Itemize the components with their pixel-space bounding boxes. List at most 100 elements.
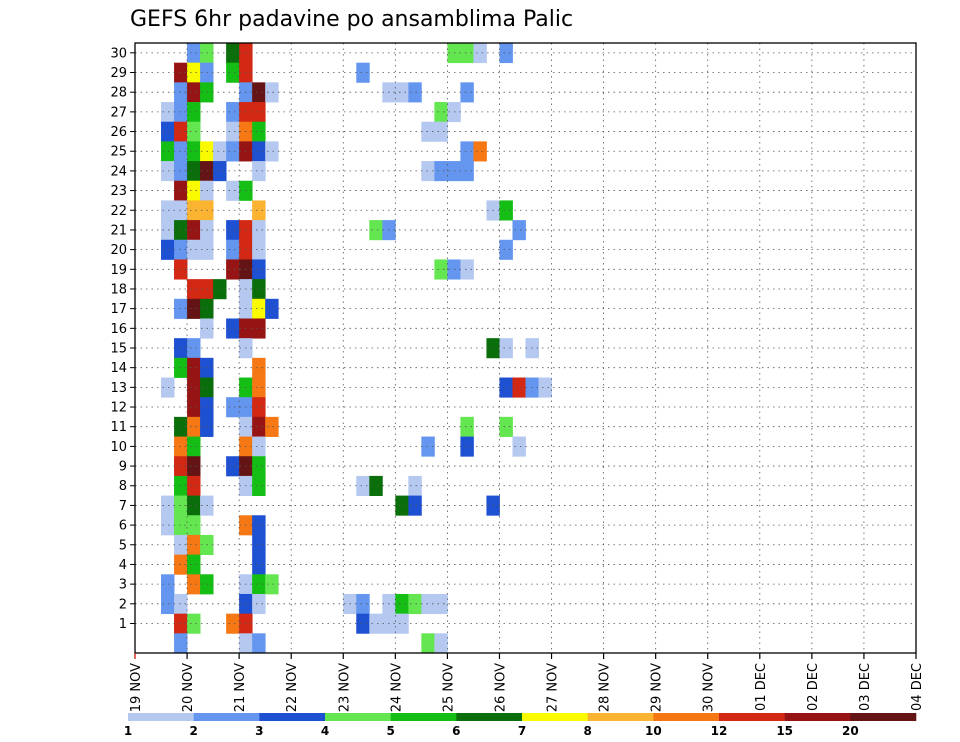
y-tick-label: 3	[119, 578, 127, 593]
heatmap-cell	[512, 377, 526, 398]
x-tick-label: 27 NOV	[546, 663, 561, 712]
heatmap-cell	[187, 495, 201, 516]
x-tick-label: 23 NOV	[337, 663, 352, 712]
heatmap-cell	[187, 397, 201, 418]
heatmap-cell	[161, 593, 175, 615]
heatmap-cell	[252, 259, 266, 280]
colorbar-swatch	[128, 713, 194, 721]
heatmap-cell	[265, 298, 279, 319]
y-tick-label: 12	[110, 401, 127, 416]
heatmap-cell	[252, 357, 266, 378]
heatmap-cell	[226, 456, 240, 477]
heatmap-cell	[369, 475, 383, 496]
heatmap-cell	[499, 43, 513, 64]
heatmap-cell	[252, 554, 266, 575]
heatmap-cell	[473, 141, 487, 162]
x-tick-label: 01 DEC	[754, 663, 769, 711]
heatmap-cell	[252, 593, 266, 615]
grid-layer	[135, 43, 916, 653]
y-tick-label: 25	[110, 145, 127, 160]
heatmap-cell	[252, 298, 266, 319]
heatmap-cell	[174, 239, 188, 260]
heatmap-cell	[408, 593, 422, 615]
colorbar-label: 8	[583, 724, 591, 738]
y-tick-label: 30	[110, 46, 127, 61]
y-tick-label: 6	[119, 519, 127, 534]
heatmap-cell	[213, 279, 227, 300]
y-axis: 1234567891011121314151617181920212223242…	[110, 46, 135, 632]
heatmap-cell	[421, 633, 435, 654]
y-tick-label: 21	[110, 223, 127, 238]
heatmap-cell	[408, 475, 422, 496]
colorbar-label: 20	[842, 724, 859, 738]
y-tick-label: 15	[110, 342, 127, 357]
heatmap-cell	[226, 102, 240, 123]
heatmap-cell	[226, 220, 240, 241]
colorbar: 1 2 3 4 5 6 7 8 10 12 15 20	[124, 713, 917, 738]
x-axis: 19 NOV 20 NOV 21 NOV 22 NOV 23 NOV 24 NOV 25 N…	[129, 653, 925, 712]
heatmap-cell	[395, 82, 409, 103]
y-tick-label: 26	[110, 125, 127, 140]
heatmap-cell	[460, 43, 474, 64]
heatmap-cell	[265, 82, 279, 103]
heatmap-cell	[252, 475, 266, 496]
y-tick-label: 2	[119, 597, 127, 612]
heatmap-cell	[161, 220, 175, 241]
heatmap-cell	[421, 436, 435, 457]
y-tick-label: 13	[110, 381, 127, 396]
heatmap-cell	[252, 239, 266, 260]
colorbar-label: 4	[321, 724, 329, 738]
heatmap-cell	[187, 121, 201, 142]
x-tick-label: 22 NOV	[285, 663, 300, 712]
heatmap-cell	[174, 357, 188, 378]
heatmap-cell	[265, 141, 279, 162]
heatmap-cell	[252, 436, 266, 457]
heatmap-cell	[226, 180, 240, 201]
heatmap-cell	[460, 161, 474, 182]
heatmap-cell	[434, 102, 448, 123]
y-tick-label: 1	[119, 617, 127, 632]
colorbar-swatch	[193, 713, 260, 721]
y-tick-label: 28	[110, 86, 127, 101]
colorbar-swatch	[719, 713, 785, 721]
heatmap-cell	[252, 279, 266, 300]
heatmap-cell	[187, 534, 201, 556]
y-tick-label: 10	[110, 440, 127, 455]
heatmap-cell	[226, 318, 240, 339]
heatmap-cell	[161, 377, 175, 398]
heatmap-cell	[226, 62, 240, 83]
y-tick-label: 17	[110, 302, 127, 317]
heatmap-cell	[187, 377, 201, 398]
heatmap-cell	[187, 338, 201, 359]
heatmap-cell	[252, 515, 266, 536]
heatmap-cell	[174, 456, 188, 477]
heatmap-cell	[252, 397, 266, 418]
heatmap-cell	[174, 141, 188, 162]
heatmap-cell	[187, 515, 201, 536]
heatmap-cell	[252, 633, 266, 654]
heatmap-cell	[499, 338, 513, 359]
heatmap-cell	[499, 200, 513, 221]
colorbar-label: 15	[776, 724, 793, 738]
heatmap-cell	[499, 239, 513, 260]
heatmap-cell	[460, 259, 474, 280]
y-tick-label: 20	[110, 243, 127, 258]
heatmap-cell	[252, 161, 266, 182]
heatmap-cell	[174, 338, 188, 359]
colorbar-swatch	[259, 713, 326, 721]
heatmap-cell	[252, 200, 266, 221]
heatmap-cell	[187, 416, 201, 437]
heatmap-cell	[174, 102, 188, 123]
heatmap-cell	[434, 593, 448, 615]
heatmap-cell	[226, 239, 240, 260]
heatmap-cell	[174, 220, 188, 241]
heatmap-cell	[187, 456, 201, 477]
heatmap-cell	[187, 220, 201, 241]
heatmap-cell	[265, 574, 279, 595]
heatmap-cell	[213, 161, 227, 182]
heatmap-cell	[187, 62, 201, 83]
colorbar-swatch	[784, 713, 851, 721]
heatmap-cell	[174, 515, 188, 536]
heatmap-cell	[434, 161, 448, 182]
heatmap-cell	[265, 416, 279, 437]
